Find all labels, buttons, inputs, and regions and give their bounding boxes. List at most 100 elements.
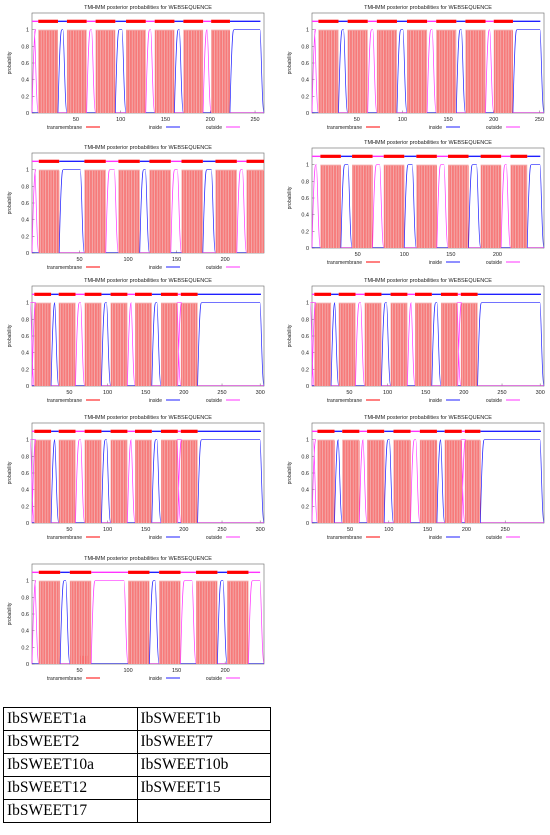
chart-panel-17: TMHMM posterior probabilities for WEBSEQ… xyxy=(2,553,270,685)
chart-svg: TMHMM posterior probabilities for WEBSEQ… xyxy=(7,556,265,682)
tm-top-bar xyxy=(84,159,106,163)
chart-title: TMHMM posterior probabilities for WEBSEQ… xyxy=(364,415,492,421)
inside-curve xyxy=(381,302,391,387)
inside-curve xyxy=(151,439,162,524)
outside-curve xyxy=(75,439,86,524)
x-tick-label: 50 xyxy=(66,390,72,396)
inside-curve xyxy=(57,29,68,114)
y-tick-label: 1 xyxy=(26,28,29,34)
inside-curve xyxy=(114,29,127,114)
y-tick-label: 0.2 xyxy=(21,94,29,100)
chart-svg: TMHMM posterior probabilities for WEBSEQ… xyxy=(287,415,545,541)
y-tick-label: 0.8 xyxy=(21,317,29,323)
y-tick-label: 0.4 xyxy=(301,488,309,494)
tm-fill xyxy=(347,29,368,114)
outside-curve xyxy=(180,580,197,665)
tm-top-bar xyxy=(314,292,332,296)
legend-label: transmembrane xyxy=(327,535,362,541)
inside-curve xyxy=(229,29,265,114)
chart-panel-7: TMHMM posterior probabilities for WEBSEQ… xyxy=(282,137,550,269)
tm-fill xyxy=(448,164,469,248)
tm-top-bar xyxy=(460,292,478,296)
y-tick-label: 0 xyxy=(26,521,29,527)
tm-top-bar xyxy=(465,19,486,23)
outside-curve xyxy=(31,169,40,254)
tm-top-bar xyxy=(181,159,203,163)
outside-curve xyxy=(127,439,136,524)
x-tick-label: 150 xyxy=(141,527,150,533)
y-tick-label: 0.6 xyxy=(301,471,309,477)
inside-curve xyxy=(217,580,228,665)
tm-top-bar xyxy=(406,19,428,23)
x-tick-label: 100 xyxy=(103,390,112,396)
outside-curve xyxy=(127,302,136,387)
legend-label: inside xyxy=(149,398,162,404)
outside-curve xyxy=(410,439,421,524)
y-tick-label: 0.8 xyxy=(301,179,309,185)
chart-svg: TMHMM posterior probabilities for WEBSEQ… xyxy=(7,5,265,131)
legend-label: inside xyxy=(149,265,162,271)
chart-svg: TMHMM posterior probabilities for WEBSEQ… xyxy=(7,278,265,404)
y-tick-label: 0.8 xyxy=(301,44,309,50)
outside-curve xyxy=(309,302,317,387)
x-tick-label: 50 xyxy=(355,252,361,258)
inside-curve xyxy=(383,439,394,524)
inside-curve xyxy=(50,439,60,524)
x-tick-label: 100 xyxy=(400,252,409,258)
tm-top-bar xyxy=(510,154,528,158)
label-row: IbSWEET2 IbSWEET7 xyxy=(3,730,271,754)
tm-top-bar xyxy=(38,159,60,163)
tm-top-bar xyxy=(34,292,52,296)
x-tick-label: 150 xyxy=(172,668,181,674)
x-tick-label: 250 xyxy=(217,390,226,396)
tm-top-bar xyxy=(448,154,469,158)
inside-curve xyxy=(340,164,353,249)
label-cell: IbSWEET2 xyxy=(3,730,138,754)
label-row: IbSWEET12 IbSWEET15 xyxy=(3,776,271,800)
tm-top-bar xyxy=(393,429,411,433)
x-tick-label: 100 xyxy=(384,527,393,533)
outside-curve xyxy=(500,164,511,249)
label-row: IbSWEET17 xyxy=(3,799,271,823)
inside-curve xyxy=(151,302,162,387)
legend-label: inside xyxy=(429,125,442,131)
outside-curve xyxy=(358,439,368,524)
tm-top-bar xyxy=(58,429,76,433)
tm-top-bar xyxy=(416,154,437,158)
legend-label: transmembrane xyxy=(47,398,82,404)
x-tick-label: 150 xyxy=(161,117,170,123)
legend-label: outside xyxy=(486,260,502,266)
inside-curve xyxy=(526,164,545,249)
tm-top-bar xyxy=(464,429,481,433)
tm-top-bar xyxy=(318,19,339,23)
y-tick-label: 1 xyxy=(306,28,309,34)
tm-top-bar xyxy=(135,292,152,296)
tm-fill xyxy=(318,29,339,114)
outside-curve xyxy=(31,580,40,665)
y-tick-label: 1 xyxy=(306,163,309,169)
inside-curve xyxy=(202,169,216,254)
x-tick-label: 150 xyxy=(446,252,455,258)
x-tick-label: 100 xyxy=(398,117,407,123)
legend-label: inside xyxy=(429,535,442,541)
legend-label: inside xyxy=(149,125,162,131)
tm-top-bar xyxy=(118,159,140,163)
x-tick-label: 200 xyxy=(179,390,188,396)
legend-label: outside xyxy=(206,535,222,541)
tm-fill xyxy=(38,29,58,114)
chart-panel-15: TMHMM posterior probabilities for WEBSEQ… xyxy=(282,412,550,544)
inside-curve xyxy=(101,439,111,524)
tm-top-bar xyxy=(38,19,58,23)
y-tick-label: 0 xyxy=(306,521,309,527)
chart-svg: TMHMM posterior probabilities for WEBSEQ… xyxy=(287,140,545,266)
label-cell: IbSWEET15 xyxy=(136,776,271,800)
y-tick-label: 0.4 xyxy=(21,351,29,357)
x-tick-label: 200 xyxy=(221,668,230,674)
x-tick-label: 150 xyxy=(141,390,150,396)
y-tick-label: 0 xyxy=(306,246,309,252)
tm-top-bar xyxy=(69,570,92,574)
y-tick-label: 0.4 xyxy=(21,78,29,84)
y-tick-label: 0.4 xyxy=(21,488,29,494)
tm-fill xyxy=(464,439,481,523)
tm-top-bar xyxy=(436,19,457,23)
